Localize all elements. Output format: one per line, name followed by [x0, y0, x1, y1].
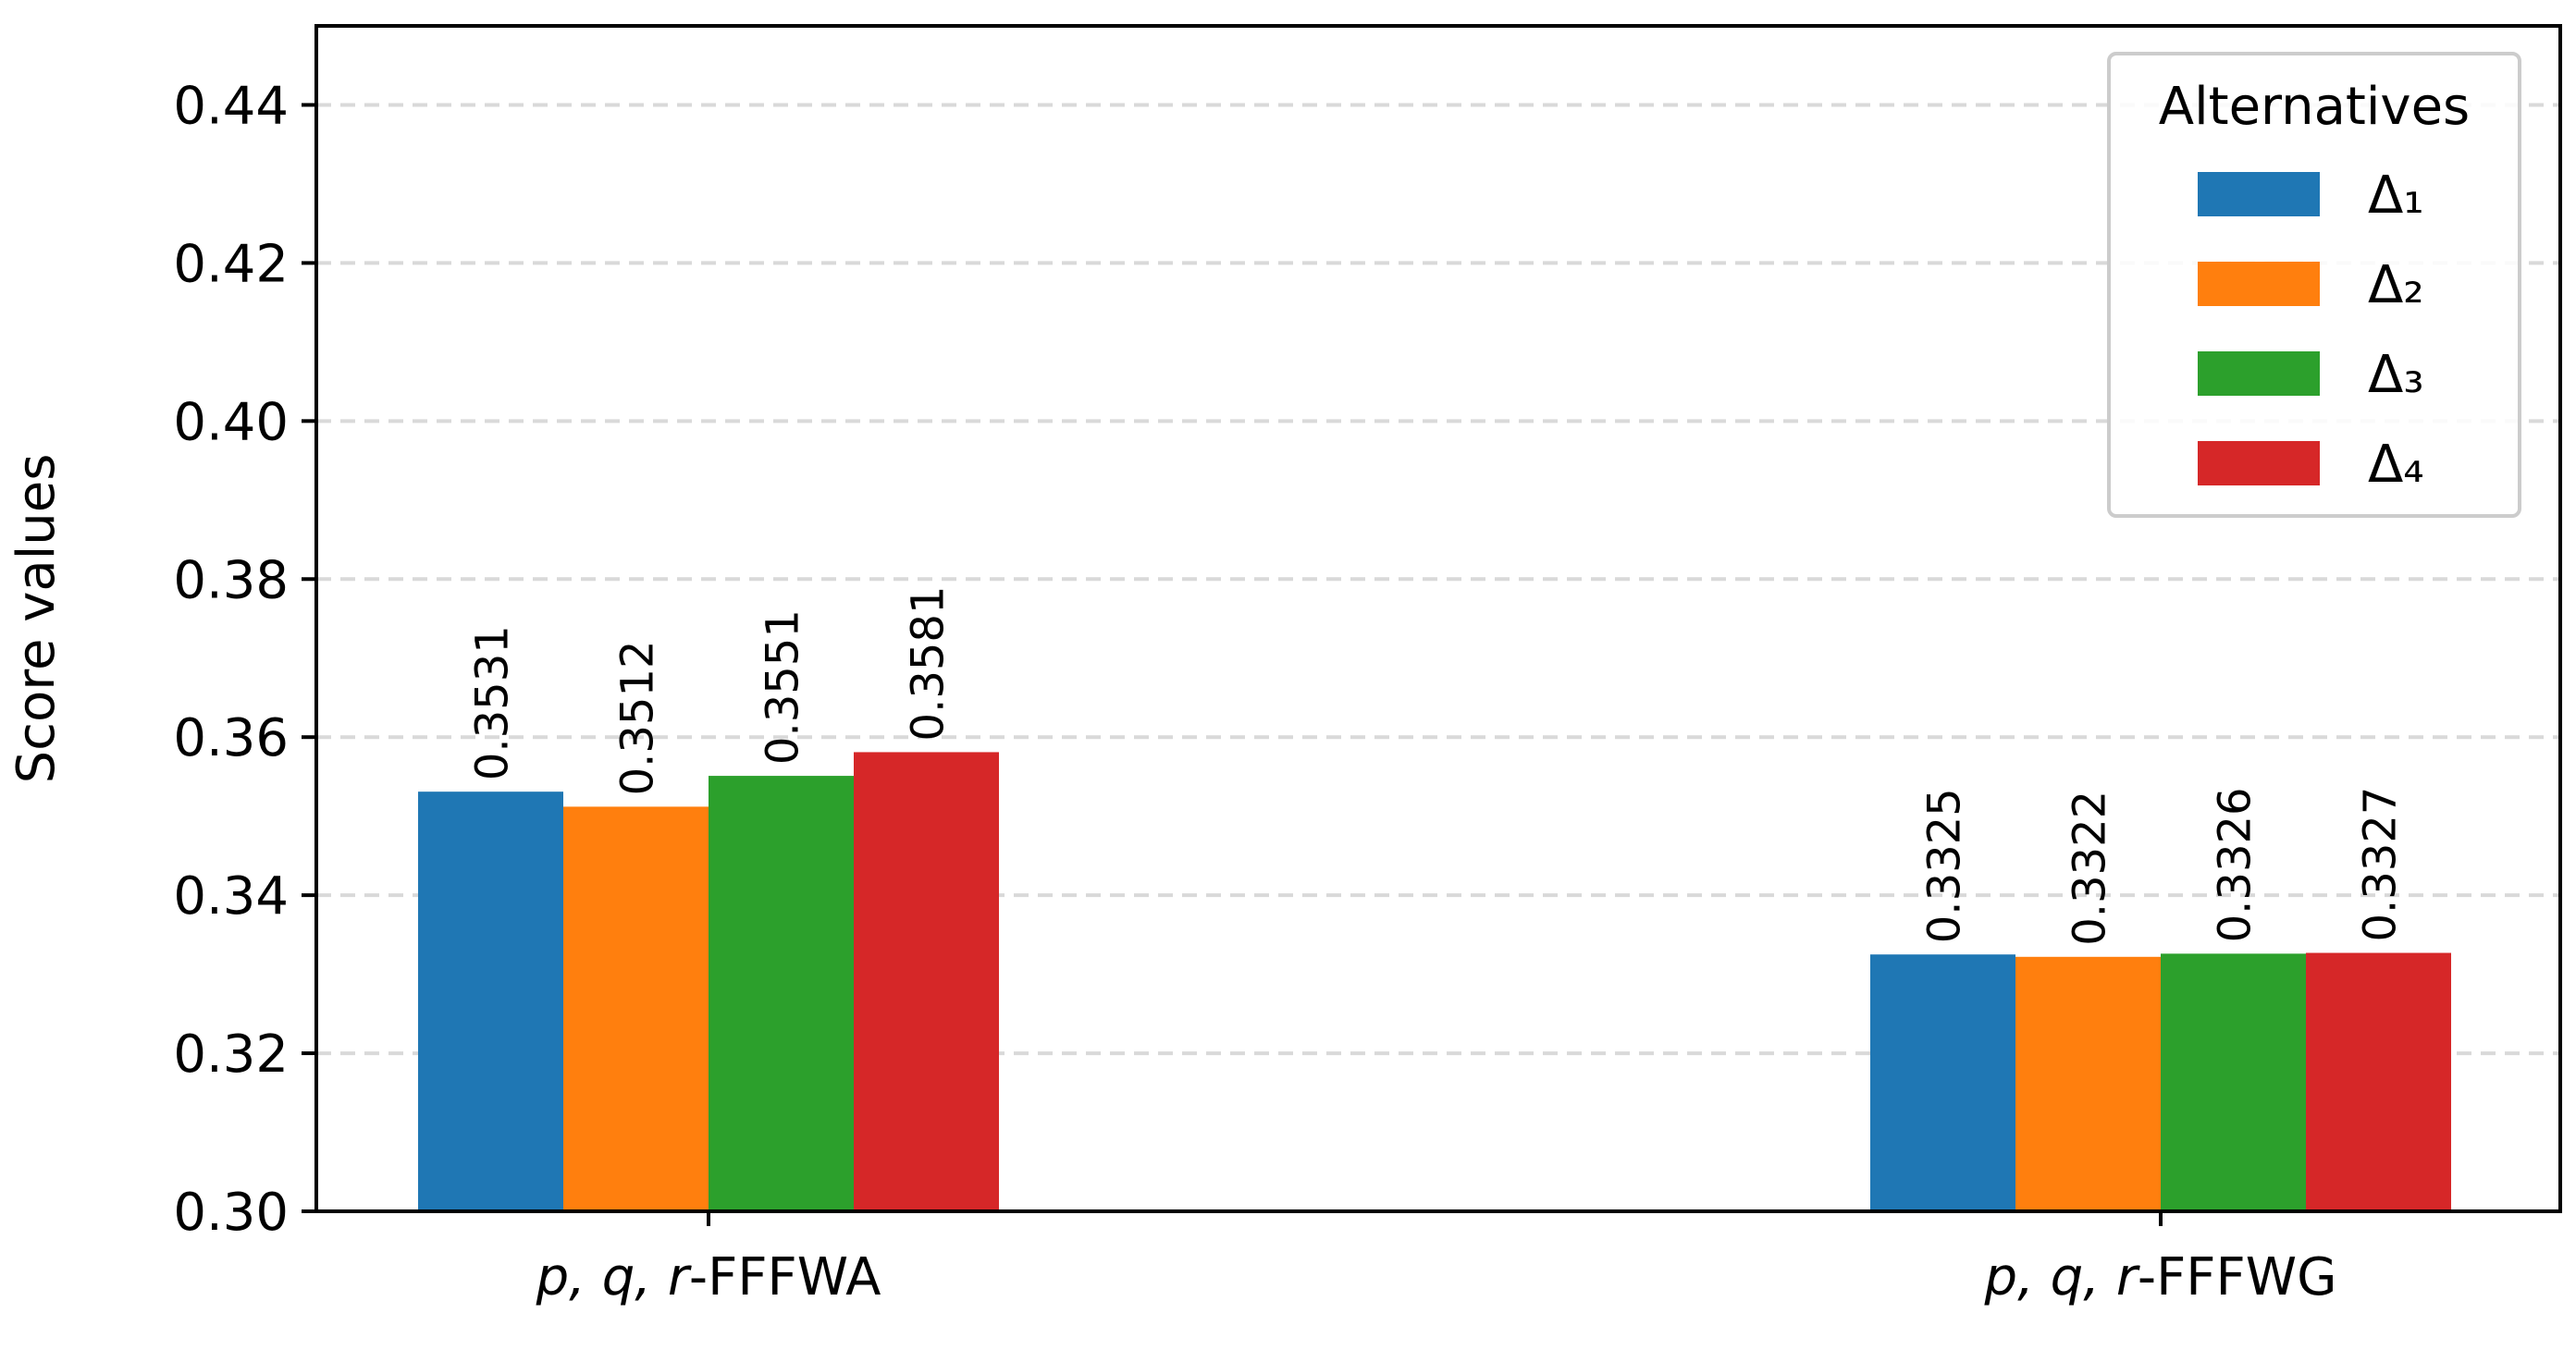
y-tick-label: 0.34 [173, 866, 289, 927]
legend-swatch [2198, 262, 2320, 306]
legend-entry: Δ₂ [2368, 255, 2424, 315]
y-tick-label: 0.36 [173, 708, 289, 768]
bar [2015, 956, 2161, 1211]
legend-swatch [2198, 172, 2320, 216]
y-tick-label: 0.44 [173, 76, 289, 136]
x-axis-ticks: p, q, r-FFFWA p, q, r-FFFWG [536, 1211, 2337, 1307]
bar-value-label: 0.3322 [2064, 791, 2116, 946]
bar-value-label: 0.3325 [1919, 788, 1971, 943]
y-tick-label: 0.38 [173, 550, 289, 610]
y-axis-ticks: 0.30 0.32 0.34 0.36 0.38 0.40 0.42 0.44 [173, 76, 316, 1243]
bar [563, 806, 709, 1211]
x-tick-label-suffix: -FFFWG [2138, 1247, 2337, 1307]
bar-value-label: 0.3531 [467, 625, 519, 780]
x-tick-label-suffix: -FFFWA [689, 1247, 881, 1307]
legend-swatch [2198, 351, 2320, 396]
bar [709, 776, 854, 1211]
bar-labels: 0.3531 0.3325 0.3512 0.3322 0.3551 0.3326 0.35… [467, 585, 2407, 945]
bar-value-label: 0.3327 [2355, 787, 2407, 942]
bar [418, 792, 563, 1211]
plot-frame [314, 24, 2562, 1213]
y-tick-label: 0.32 [173, 1025, 289, 1085]
legend-entry: Δ₁ [2368, 166, 2424, 226]
y-tick-label: 0.30 [173, 1183, 289, 1243]
bar-value-label: 0.3512 [612, 640, 664, 795]
legend-entry: Δ₄ [2368, 435, 2424, 495]
bar-value-label: 0.3551 [758, 609, 809, 765]
bar [2161, 953, 2306, 1211]
bar [854, 752, 999, 1211]
y-tick-label: 0.42 [173, 234, 289, 294]
y-axis-label: Score values [6, 454, 67, 784]
bar [1870, 954, 2015, 1211]
bar [2306, 952, 2451, 1211]
legend-swatch [2198, 441, 2320, 485]
bar-value-label: 0.3581 [903, 585, 955, 741]
legend-entry: Δ₃ [2368, 345, 2424, 405]
legend-title: Alternatives [2159, 77, 2470, 137]
legend-items: Δ₁ Δ₂ Δ₃ Δ₄ [2198, 166, 2424, 495]
x-tick-label-italic: p, q, r [536, 1247, 692, 1307]
x-tick-label-italic: p, q, r [1984, 1247, 2140, 1307]
bars [418, 752, 2451, 1211]
x-tick-label: p, q, r-FFFWG [1984, 1247, 2337, 1307]
x-tick-label: p, q, r-FFFWA [536, 1247, 881, 1307]
legend: Alternatives Δ₁ Δ₂ Δ₃ Δ₄ [2107, 52, 2521, 518]
bar-value-label: 0.3326 [2210, 787, 2262, 942]
y-tick-label: 0.40 [173, 392, 289, 452]
